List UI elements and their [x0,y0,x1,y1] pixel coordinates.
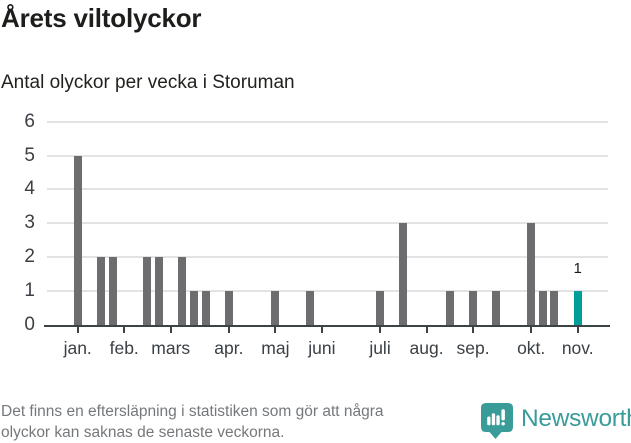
x-tick-maj [274,327,276,333]
bar-week-40 [527,223,535,325]
y-axis-label-0: 0 [7,315,35,335]
x-tick-mars [170,327,172,333]
bar-week-4 [109,257,117,325]
y-axis-label-3: 3 [7,213,35,233]
gridline-y1 [47,290,608,292]
newsworthy-logo-icon [481,403,513,439]
bar-week-7 [143,257,151,325]
x-tick-jan [77,327,79,333]
x-tick-nov [577,327,579,333]
bar-week-1 [74,156,82,326]
bar-week-14 [225,291,233,325]
x-tick-feb [123,327,125,333]
x-axis-label-sep: sep. [441,338,505,359]
bar-week-29 [399,223,407,325]
bar-week-3 [97,257,105,325]
brand-name: Newsworthy [521,405,631,433]
y-axis-label-6: 6 [7,112,35,132]
bar-week-11 [190,291,198,325]
y-axis-label-5: 5 [7,146,35,166]
x-tick-aug [426,327,428,333]
x-axis-label-mars: mars [139,338,203,359]
y-axis-label-2: 2 [7,247,35,267]
footnote-line-2: olyckor kan saknas de senaste veckorna. [1,423,471,443]
bar-week-21 [306,291,314,325]
bar-week-33 [446,291,454,325]
x-tick-sep [472,327,474,333]
bar-week-37 [492,291,500,325]
y-axis-label-1: 1 [7,281,35,301]
footnote-line-1: Det finns en eftersläpning i statistiken… [1,402,471,423]
x-tick-okt [530,327,532,333]
footnote: Det finns en eftersläpning i statistiken… [1,402,471,443]
bar-week-35 [469,291,477,325]
gridline-y2 [47,256,608,258]
bar-week-27 [376,291,384,325]
gridline-y5 [47,155,608,157]
bar-week-41 [539,291,547,325]
x-axis-label-nov: nov. [546,338,610,359]
gridline-y3 [47,222,608,224]
gridline-y6 [47,121,608,123]
y-axis-label-4: 4 [7,179,35,199]
bar-week-12 [202,291,210,325]
bar-week-42 [550,291,558,325]
x-tick-apr [228,327,230,333]
x-axis-line [44,325,610,327]
bar-week-18 [271,291,279,325]
gridline-y4 [47,188,608,190]
x-tick-juli [379,327,381,333]
x-axis-label-juni: juni [290,338,354,359]
bar-week-44 [574,291,582,325]
bar-value-label: 1 [558,260,598,277]
newsworthy-brand: Newsworthy [481,403,631,439]
x-tick-juni [321,327,323,333]
bar-week-8 [155,257,163,325]
bar-week-10 [178,257,186,325]
